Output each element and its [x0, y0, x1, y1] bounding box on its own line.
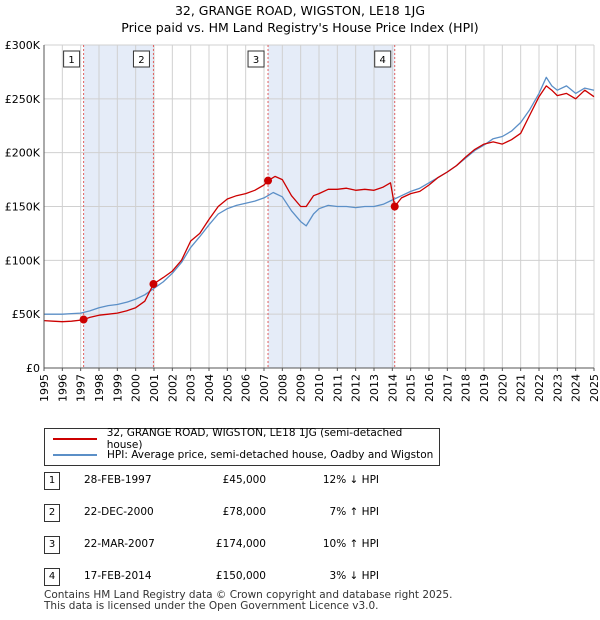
- series-line-hpi: [44, 76, 595, 315]
- x-tick-label: 2007: [258, 374, 271, 402]
- sale-date: 28-FEB-1997: [84, 474, 152, 486]
- sale-hpi-diff: 7% ↑ HPI: [329, 506, 379, 518]
- x-tick-label: 2021: [515, 374, 528, 402]
- sale-number: 3: [44, 536, 60, 554]
- sale-label-2: 2: [138, 55, 144, 66]
- x-tick-label: 2013: [368, 374, 381, 402]
- footer-line-1: Contains HM Land Registry data © Crown c…: [44, 589, 453, 601]
- x-tick-label: 2024: [570, 374, 583, 402]
- x-tick-label: 1995: [38, 374, 51, 402]
- legend-label-property: 32, GRANGE ROAD, WIGSTON, LE18 1JG (semi…: [106, 427, 403, 451]
- x-tick-label: 2000: [130, 374, 143, 402]
- x-tick-label: 2023: [551, 374, 564, 402]
- y-tick-label: £300K: [5, 39, 41, 52]
- sale-label-1: 1: [68, 55, 74, 66]
- sale-label-3: 3: [253, 55, 259, 66]
- sale-price: £150,000: [215, 570, 266, 582]
- y-tick-label: £150K: [5, 201, 41, 214]
- x-tick-label: 2006: [240, 374, 253, 402]
- sale-hpi-diff: 10% ↑ HPI: [322, 538, 379, 550]
- x-tick-label: 2022: [533, 374, 546, 402]
- x-tick-label: 2016: [423, 374, 436, 402]
- sale-label-4: 4: [380, 55, 386, 66]
- legend-swatch-hpi: [53, 454, 97, 456]
- chart-subtitle: Price paid vs. HM Land Registry's House …: [121, 20, 479, 35]
- sale-hpi-diff: 12% ↓ HPI: [322, 474, 379, 486]
- x-tick-label: 2025: [588, 374, 600, 402]
- y-tick-label: £0: [26, 362, 40, 375]
- sale-price: £78,000: [222, 506, 266, 518]
- x-tick-label: 2009: [295, 374, 308, 402]
- x-tick-label: 2010: [313, 374, 326, 402]
- x-tick-label: 2020: [496, 374, 509, 402]
- x-tick-label: 2003: [185, 374, 198, 402]
- x-tick-label: 2014: [386, 374, 399, 402]
- series-lines: [43, 76, 595, 323]
- sale-label-box-1: [63, 50, 81, 68]
- x-tick-label: 2018: [460, 374, 473, 402]
- chart-title: 32, GRANGE ROAD, WIGSTON, LE18 1JG: [174, 3, 426, 18]
- sale-date: 22-MAR-2007: [84, 538, 155, 550]
- sale-label-box-4: [374, 50, 392, 68]
- sale-point-4: [390, 202, 399, 211]
- legend-item-hpi: HPI: Average price, semi-detached house,…: [53, 447, 433, 463]
- sale-date: 22-DEC-2000: [84, 506, 154, 518]
- x-tick-label: 2004: [203, 374, 216, 402]
- x-tick-label: 2005: [221, 374, 234, 402]
- series-line-property: [43, 85, 595, 323]
- y-tick-label: £200K: [5, 147, 41, 160]
- sale-price: £174,000: [215, 538, 266, 550]
- x-tick-label: 2008: [276, 374, 289, 402]
- legend-swatch-property: [53, 438, 97, 440]
- sale-markers: 1 2 3 4: [63, 50, 399, 324]
- sale-point-1: [79, 315, 88, 324]
- y-tick-label: £250K: [5, 93, 41, 106]
- x-tick-label: 1998: [93, 374, 106, 402]
- sale-date: 17-FEB-2014: [84, 570, 152, 582]
- x-tick-label: 2002: [166, 374, 179, 402]
- sale-number: 1: [44, 472, 60, 490]
- legend-label-hpi: HPI: Average price, semi-detached house,…: [107, 449, 434, 461]
- x-tick-label: 2019: [478, 374, 491, 402]
- x-tick-label: 1997: [75, 374, 88, 402]
- y-tick-label: £50K: [12, 308, 41, 321]
- legend-item-property: 32, GRANGE ROAD, WIGSTON, LE18 1JG (semi…: [53, 427, 439, 451]
- sale-hpi-diff: 3% ↓ HPI: [329, 570, 379, 582]
- sale-price: £45,000: [222, 474, 266, 486]
- x-tick-label: 1999: [111, 374, 124, 402]
- sale-point-3: [264, 176, 273, 185]
- x-tick-label: 2001: [148, 374, 161, 402]
- sale-number: 2: [44, 504, 60, 522]
- sale-number: 4: [44, 568, 60, 586]
- sale-label-box-2: [132, 50, 150, 68]
- chart-title-block: 32, GRANGE ROAD, WIGSTON, LE18 1JG Price…: [0, 2, 600, 36]
- sale-point-2: [149, 280, 158, 289]
- sale-label-box-3: [247, 50, 265, 68]
- footer-line-2: This data is licensed under the Open Gov…: [44, 600, 379, 612]
- legend: 32, GRANGE ROAD, WIGSTON, LE18 1JG (semi…: [44, 427, 440, 466]
- x-tick-label: 2015: [405, 374, 418, 402]
- x-tick-label: 2011: [331, 374, 344, 402]
- y-tick-label: £100K: [5, 254, 41, 267]
- x-tick-label: 2012: [350, 374, 363, 402]
- x-tick-label: 1996: [56, 374, 69, 402]
- price-chart: 1 2 3 4 £0 £50K £100K £150K £200K £250K £300K 1995…: [5, 39, 600, 402]
- x-tick-label: 2017: [441, 374, 454, 402]
- footer-note: Contains HM Land Registry data © Crown c…: [44, 590, 452, 612]
